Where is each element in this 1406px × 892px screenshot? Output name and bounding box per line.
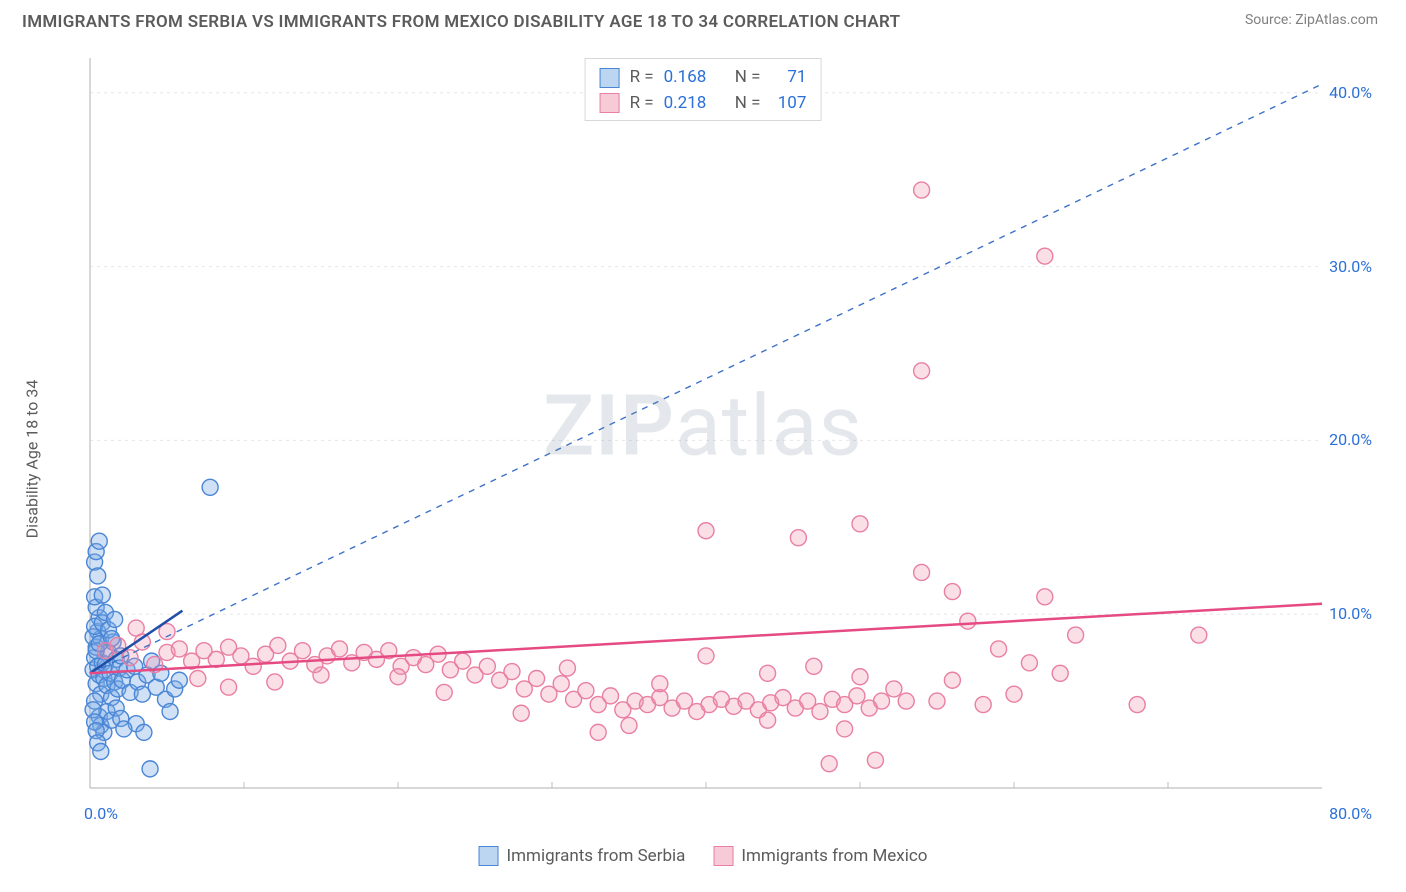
scatter-plot	[62, 48, 1352, 808]
legend-swatch	[713, 846, 733, 866]
legend-swatch	[600, 68, 620, 88]
y-tick: 30.0%	[1329, 257, 1372, 276]
y-tick: 20.0%	[1329, 430, 1372, 449]
legend-stats-box: R = 0.168 N = 71 R = 0.218 N = 107	[585, 58, 822, 121]
bottom-legend: Immigrants from Serbia Immigrants from Me…	[479, 846, 928, 866]
bottom-legend-item: Immigrants from Mexico	[713, 846, 927, 866]
legend-swatch	[479, 846, 499, 866]
y-axis-label: Disability Age 18 to 34	[23, 380, 42, 539]
title-bar: IMMIGRANTS FROM SERBIA VS IMMIGRANTS FRO…	[0, 0, 1406, 38]
x-tick: 0.0%	[84, 804, 118, 823]
x-tick: 80.0%	[1329, 804, 1372, 823]
legend-swatch	[600, 93, 620, 113]
legend-label: Immigrants from Mexico	[741, 846, 927, 866]
legend-label: Immigrants from Serbia	[507, 846, 686, 866]
legend-stats-row: R = 0.218 N = 107	[600, 91, 807, 117]
y-tick: 40.0%	[1329, 83, 1372, 102]
chart-title: IMMIGRANTS FROM SERBIA VS IMMIGRANTS FRO…	[22, 12, 900, 32]
chart-container: Disability Age 18 to 34 ZIPatlas R = 0.1…	[22, 48, 1384, 870]
bottom-legend-item: Immigrants from Serbia	[479, 846, 686, 866]
y-tick: 10.0%	[1329, 604, 1372, 623]
source-label: Source: ZipAtlas.com	[1245, 12, 1378, 28]
legend-stats-row: R = 0.168 N = 71	[600, 65, 807, 91]
